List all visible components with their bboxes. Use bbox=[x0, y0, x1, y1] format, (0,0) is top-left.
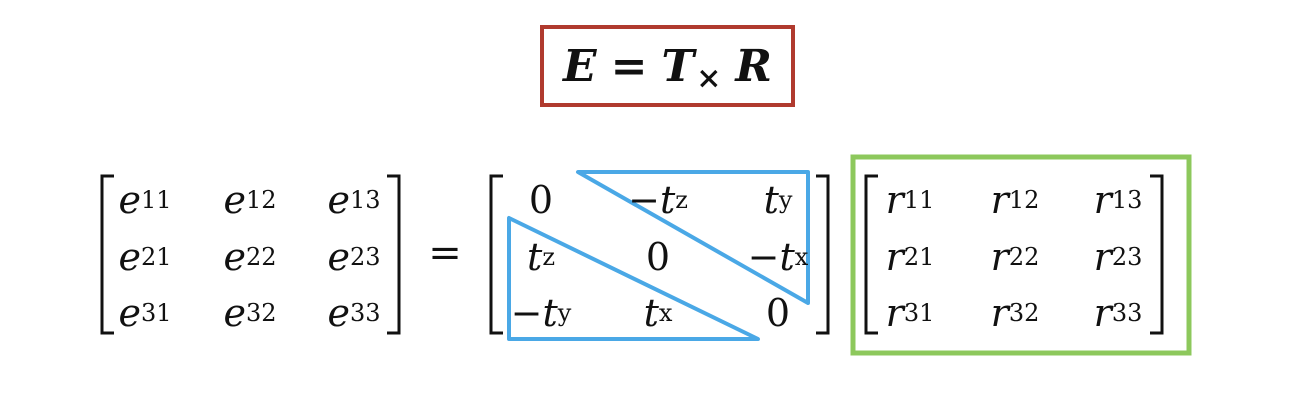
cell-subscript: x bbox=[658, 299, 673, 327]
cell-subscript: 33 bbox=[1111, 299, 1143, 327]
matrix-e-cell-32: e 32 bbox=[195, 288, 305, 338]
bracket-r-left bbox=[864, 174, 878, 335]
lower-triangle-outline bbox=[507, 216, 760, 341]
cell-base: r bbox=[1093, 291, 1112, 335]
cell-subscript: z bbox=[542, 243, 555, 271]
matrix-r-cell-21: r 21 bbox=[855, 232, 965, 282]
cell-base: e bbox=[223, 291, 246, 335]
rotation-matrix-box bbox=[850, 154, 1192, 356]
cell-subscript: y bbox=[778, 186, 793, 214]
cell-base: r bbox=[1093, 178, 1112, 222]
cell-base: t bbox=[643, 291, 659, 335]
cell-base: 0 bbox=[645, 235, 671, 279]
matrix-e-cell-33: e 33 bbox=[299, 288, 409, 338]
cell-base: −t bbox=[510, 291, 558, 335]
cell-base: −t bbox=[628, 178, 676, 222]
matrix-r-cell-13: r 13 bbox=[1063, 175, 1173, 225]
cell-subscript: 12 bbox=[245, 186, 277, 214]
matrix-r-cell-12: r 12 bbox=[960, 175, 1070, 225]
bracket-e-left bbox=[100, 174, 114, 335]
cell-base: r bbox=[1093, 235, 1112, 279]
matrix-t-cell-23: −t x bbox=[723, 232, 833, 282]
cell-base: e bbox=[118, 235, 141, 279]
cell-base: e bbox=[223, 235, 246, 279]
cell-base: e bbox=[118, 178, 141, 222]
equation-box: E = T × R bbox=[540, 25, 795, 107]
matrix-e-cell-23: e 23 bbox=[299, 232, 409, 282]
matrix-t-cell-33: 0 bbox=[723, 288, 833, 338]
matrix-r-cell-23: r 23 bbox=[1063, 232, 1173, 282]
cell-subscript: 22 bbox=[1008, 243, 1040, 271]
matrix-e-cell-21: e 21 bbox=[90, 232, 200, 282]
cell-subscript: z bbox=[675, 186, 688, 214]
cell-subscript: 23 bbox=[1111, 243, 1143, 271]
cell-subscript: y bbox=[557, 299, 572, 327]
matrix-equals-sign: = bbox=[428, 230, 462, 276]
cell-subscript: 21 bbox=[140, 243, 172, 271]
matrix-t-cell-31: −t y bbox=[486, 288, 596, 338]
cell-subscript: x bbox=[794, 243, 809, 271]
cell-base: e bbox=[327, 178, 350, 222]
cell-base: −t bbox=[747, 235, 795, 279]
equation-t-subscript: × bbox=[696, 60, 722, 96]
matrix-t-cell-11: 0 bbox=[486, 175, 596, 225]
cell-subscript: 21 bbox=[903, 243, 935, 271]
cell-subscript: 33 bbox=[349, 299, 381, 327]
matrix-e-cell-22: e 22 bbox=[195, 232, 305, 282]
upper-triangle-outline bbox=[576, 170, 810, 305]
cell-subscript: 13 bbox=[349, 186, 381, 214]
cell-subscript: 32 bbox=[245, 299, 277, 327]
cell-base: e bbox=[327, 291, 350, 335]
matrix-r-cell-33: r 33 bbox=[1063, 288, 1173, 338]
cell-subscript: 32 bbox=[1008, 299, 1040, 327]
cell-subscript: 31 bbox=[903, 299, 935, 327]
matrix-r-cell-22: r 22 bbox=[960, 232, 1070, 282]
cell-subscript: 22 bbox=[245, 243, 277, 271]
cell-subscript: 31 bbox=[140, 299, 172, 327]
matrix-r-cell-11: r 11 bbox=[855, 175, 965, 225]
cell-base: 0 bbox=[528, 178, 554, 222]
cell-subscript: 11 bbox=[903, 186, 935, 214]
equation-equals: = bbox=[610, 40, 648, 92]
matrix-t-cell-12: −t z bbox=[603, 175, 713, 225]
cell-subscript: 23 bbox=[349, 243, 381, 271]
bracket-r-right bbox=[1150, 174, 1164, 335]
cell-base: r bbox=[990, 291, 1009, 335]
cell-base: t bbox=[763, 178, 779, 222]
equation-t: T bbox=[661, 40, 695, 92]
cell-base: r bbox=[990, 178, 1009, 222]
cell-base: e bbox=[118, 291, 141, 335]
cell-subscript: 12 bbox=[1008, 186, 1040, 214]
cell-base: r bbox=[885, 178, 904, 222]
cell-base: 0 bbox=[765, 291, 791, 335]
cell-base: e bbox=[327, 235, 350, 279]
matrix-e-cell-13: e 13 bbox=[299, 175, 409, 225]
cell-subscript: 11 bbox=[140, 186, 172, 214]
matrix-e-cell-11: e 11 bbox=[90, 175, 200, 225]
cell-base: e bbox=[223, 178, 246, 222]
cell-subscript: 13 bbox=[1111, 186, 1143, 214]
matrix-e-cell-31: e 31 bbox=[90, 288, 200, 338]
matrix-t-cell-22: 0 bbox=[603, 232, 713, 282]
cell-base: t bbox=[527, 235, 543, 279]
cell-base: r bbox=[885, 235, 904, 279]
cell-base: r bbox=[990, 235, 1009, 279]
equation-r: R bbox=[735, 40, 772, 92]
matrix-r-cell-32: r 32 bbox=[960, 288, 1070, 338]
bracket-e-right bbox=[387, 174, 401, 335]
bracket-t-right bbox=[816, 174, 830, 335]
matrix-r-cell-31: r 31 bbox=[855, 288, 965, 338]
equation-lhs: E bbox=[563, 40, 597, 92]
bracket-t-left bbox=[489, 174, 503, 335]
matrix-e-cell-12: e 12 bbox=[195, 175, 305, 225]
cell-base: r bbox=[885, 291, 904, 335]
